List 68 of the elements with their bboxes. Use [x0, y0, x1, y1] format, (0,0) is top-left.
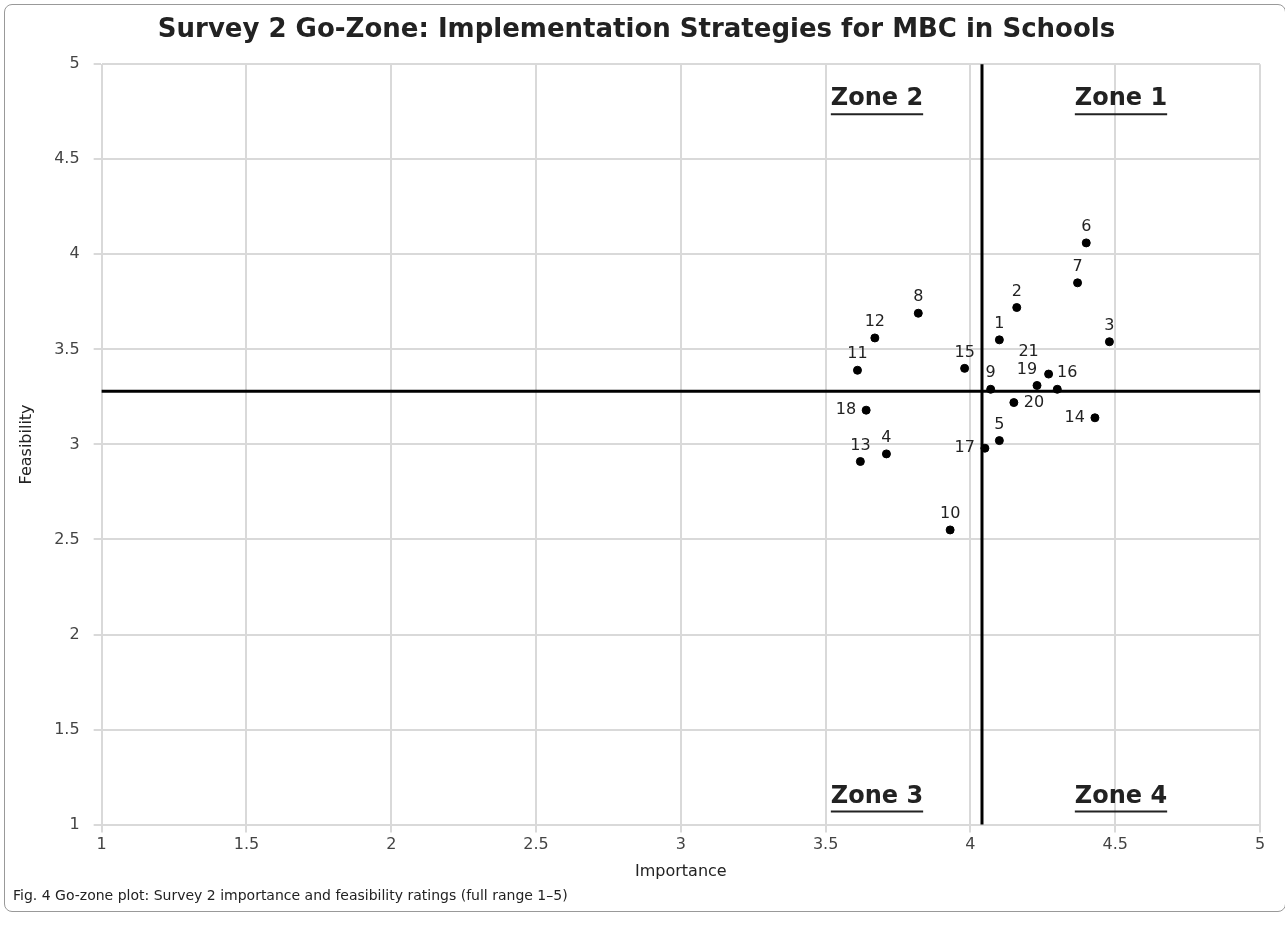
point [1081, 238, 1091, 248]
point [881, 449, 891, 459]
annotation: 5 [994, 413, 1005, 433]
x-tick-label: 2.5 [523, 834, 549, 854]
point [960, 363, 970, 373]
point [1090, 413, 1100, 423]
annotation: 11 [847, 343, 868, 363]
point [870, 333, 880, 343]
annotation: 8 [913, 286, 924, 306]
annotation: 13 [850, 434, 871, 454]
point [994, 436, 1004, 446]
y-tick-label: 3.5 [54, 338, 80, 358]
annotation: 1 [994, 313, 1005, 332]
y-tick-label: 3 [69, 433, 80, 453]
y-tick-label: 2 [69, 623, 80, 643]
x-tick-label: 2 [386, 834, 397, 854]
annotation: 14 [1064, 406, 1085, 426]
y-tick-label: 4 [69, 243, 80, 263]
point [855, 457, 865, 467]
y-axis-title: Feasibility [15, 404, 35, 485]
annotation: 9 [985, 362, 996, 382]
point [1052, 384, 1062, 394]
x-tick-label: 1 [96, 834, 107, 854]
x-tick-label: 4.5 [1102, 834, 1128, 854]
annotation: 20 [1023, 391, 1045, 411]
annotation: 12 [864, 311, 886, 331]
annotation: 7 [1072, 255, 1083, 275]
x-axis-title: Importance [634, 860, 727, 880]
y-tick-label: 4.5 [54, 148, 80, 168]
point [1073, 278, 1083, 288]
point [861, 405, 871, 415]
point [1012, 303, 1022, 313]
x-tick-label: 1.5 [233, 834, 260, 854]
chart-title: Survey 2 Go-Zone: Implementation Strategies for MBC in Schools [157, 13, 1116, 44]
annotation: 4 [881, 427, 892, 447]
point [945, 525, 955, 535]
annotation: 3 [1104, 314, 1115, 334]
point [1044, 369, 1054, 379]
point [1009, 398, 1019, 408]
point [1032, 380, 1042, 390]
y-tick-label: 1 [69, 813, 80, 833]
annotation: 10 [939, 503, 961, 523]
annotation: Zone 2 [830, 83, 924, 112]
point [913, 308, 923, 318]
point [852, 365, 862, 375]
annotation: 21 [1018, 341, 1039, 361]
point [1104, 337, 1114, 347]
point [980, 443, 990, 453]
x-tick-label: 4 [965, 834, 976, 854]
annotation: 16 [1057, 362, 1078, 382]
annotation: 6 [1081, 216, 1092, 236]
x-tick-label: 3.5 [812, 834, 839, 854]
x-tick-label: 5 [1254, 834, 1266, 854]
annotation: 17 [954, 437, 975, 457]
point [986, 384, 996, 394]
caption: Fig. 4 Go-zone plot: Survey 2 importance and feasibility ratings (full range 1–5) [12, 886, 569, 905]
x-tick-label: 3 [675, 834, 686, 854]
annotation: 19 [1016, 358, 1038, 378]
annotation: 15 [954, 341, 975, 361]
y-tick-label: 1.5 [54, 718, 80, 738]
annotation: Zone 1 [1074, 83, 1168, 112]
y-tick-label: 5 [69, 53, 80, 73]
annotation: 18 [835, 399, 857, 419]
y-tick-label: 2.5 [54, 528, 80, 548]
annotation: 2 [1011, 280, 1022, 300]
annotation: Zone 3 [830, 780, 924, 809]
annotation: Zone 4 [1074, 780, 1168, 809]
point [994, 335, 1004, 345]
